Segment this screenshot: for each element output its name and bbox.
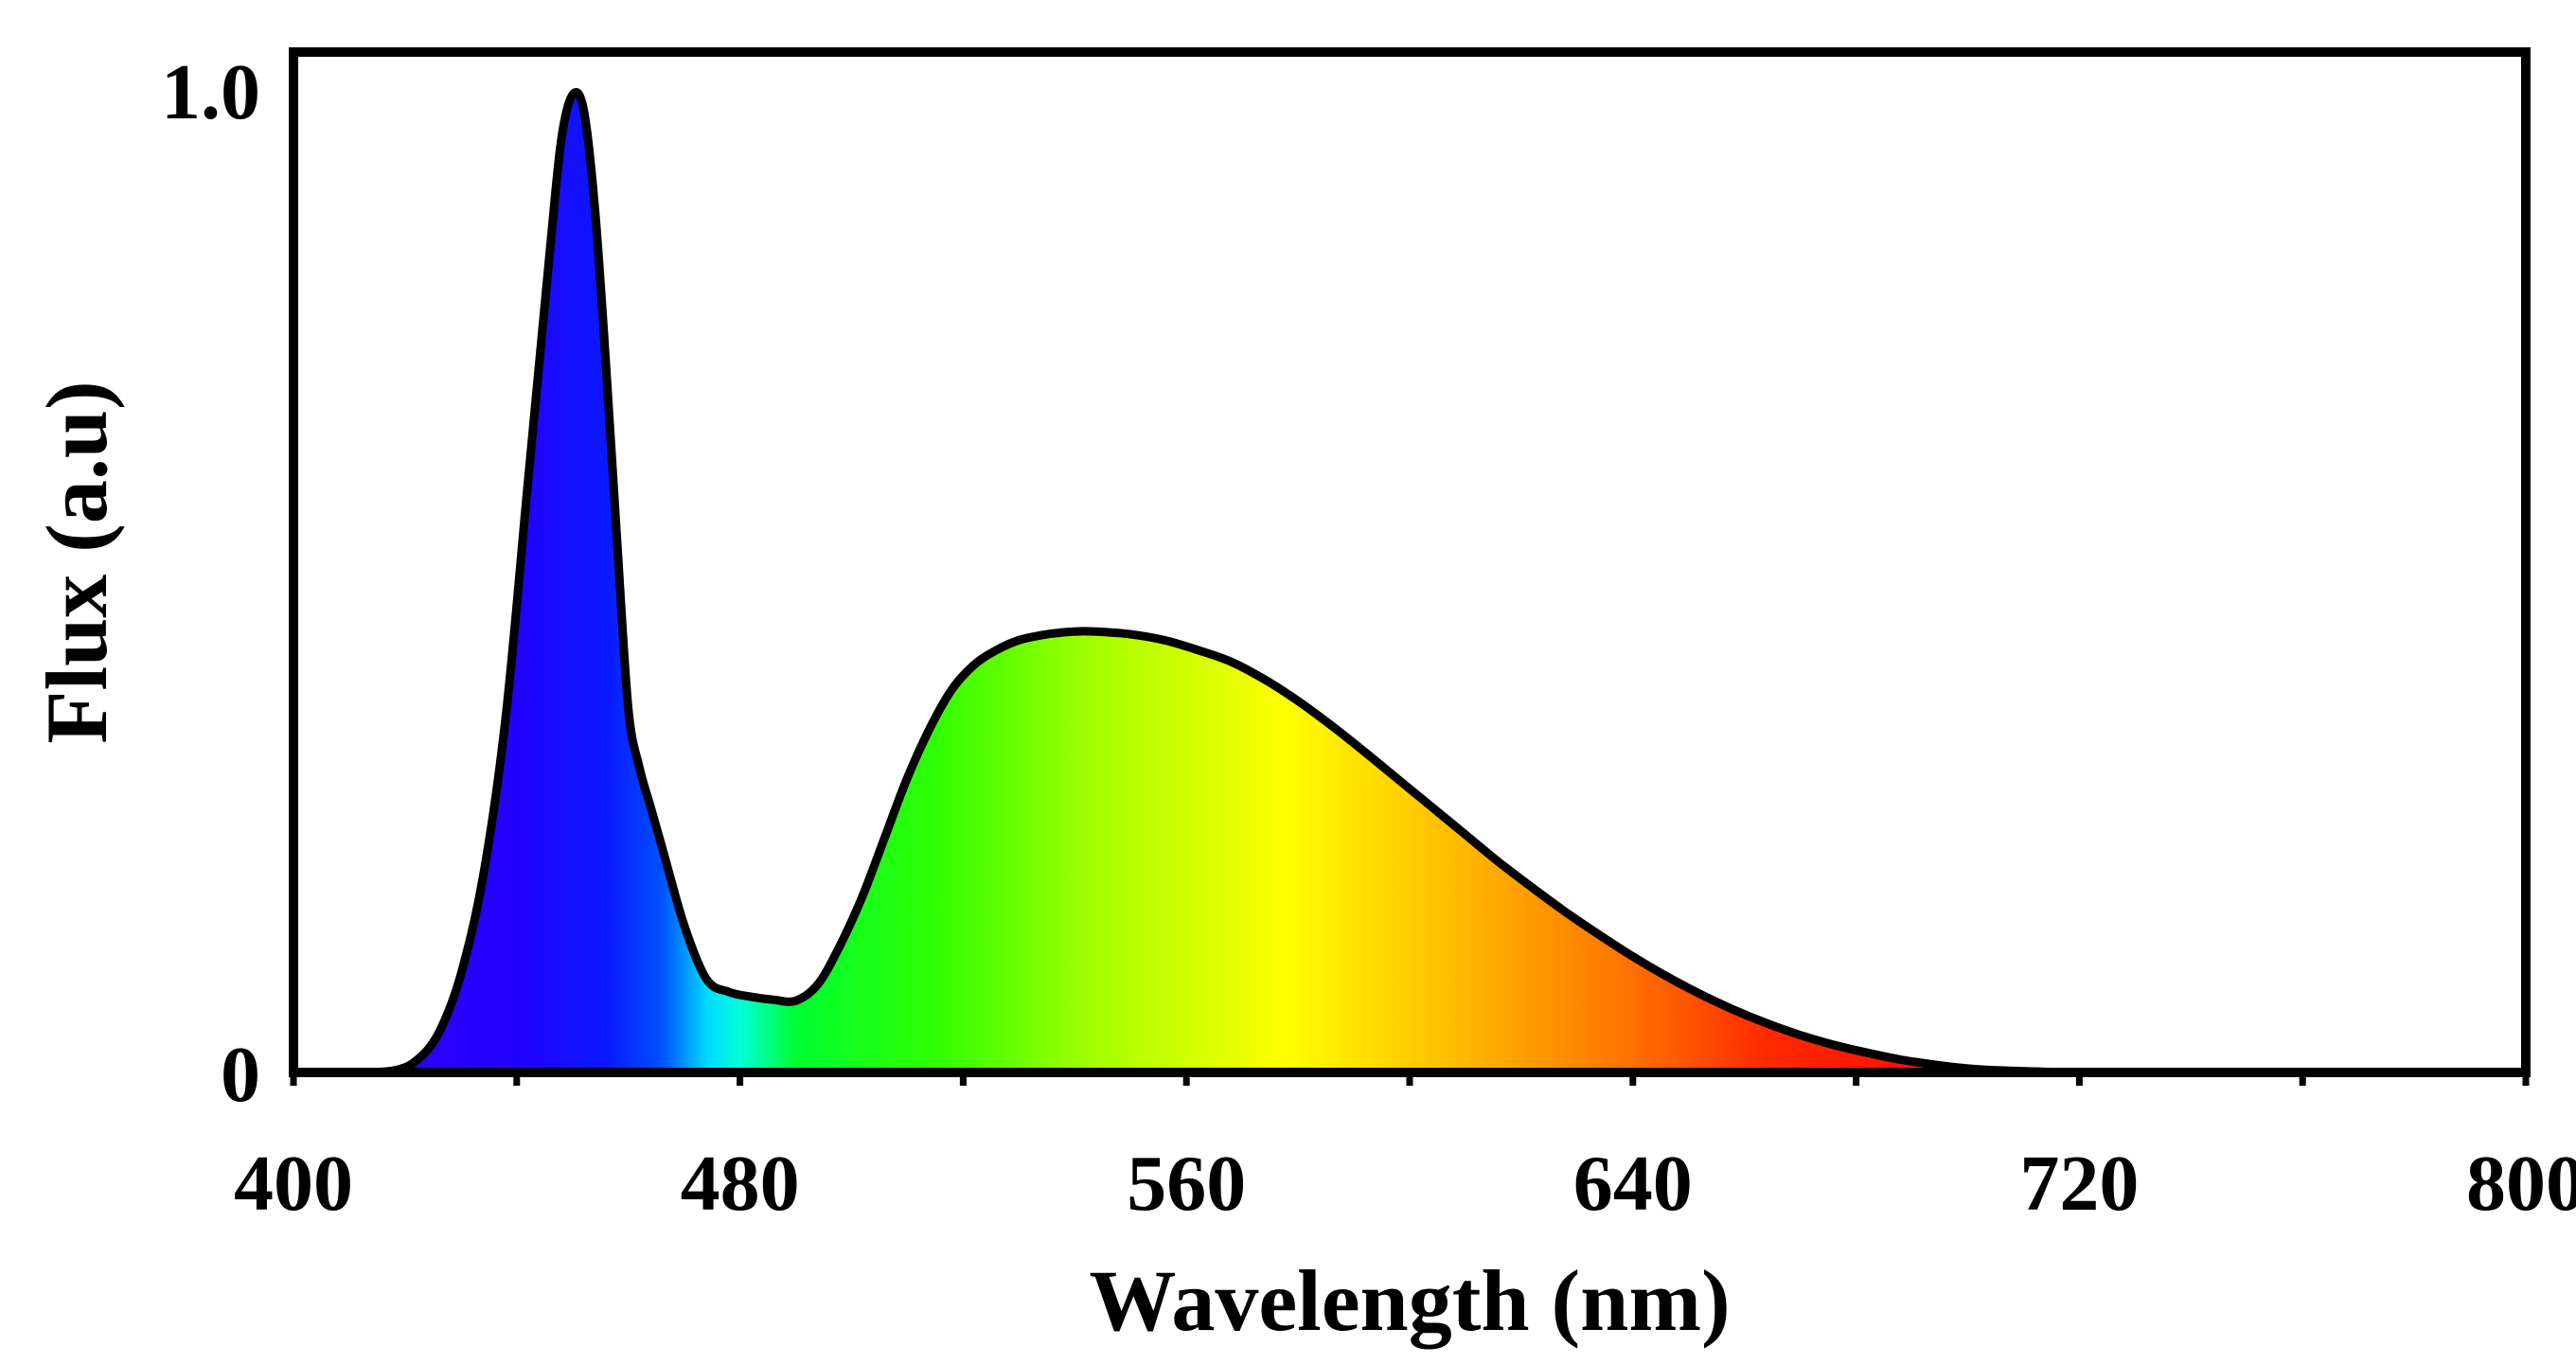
x-tick-label-560: 560 — [1127, 1140, 1246, 1228]
x-tick-label-480: 480 — [681, 1140, 800, 1228]
y-tick-label-0: 0 — [221, 1031, 260, 1119]
x-tick-label-640: 640 — [1573, 1140, 1693, 1228]
x-tick-label-720: 720 — [2019, 1140, 2139, 1228]
x-axis-ticks — [290, 1072, 2530, 1086]
spectrum-curve — [360, 88, 2526, 1077]
x-axis-title: Wavelength (nm) — [1089, 1252, 1730, 1349]
y-tick-label-1.0: 1.0 — [161, 48, 260, 136]
spectrum-area-fill — [360, 92, 2527, 1072]
x-tick-label-400: 400 — [234, 1140, 353, 1228]
y-axis-tick-labels: 1.00 — [161, 48, 260, 1119]
x-tick-label-800: 800 — [2466, 1140, 2576, 1228]
x-axis-tick-labels: 400 480 560 640 720 800 — [234, 1140, 2576, 1228]
y-axis-title: Flux (a.u) — [28, 381, 125, 743]
